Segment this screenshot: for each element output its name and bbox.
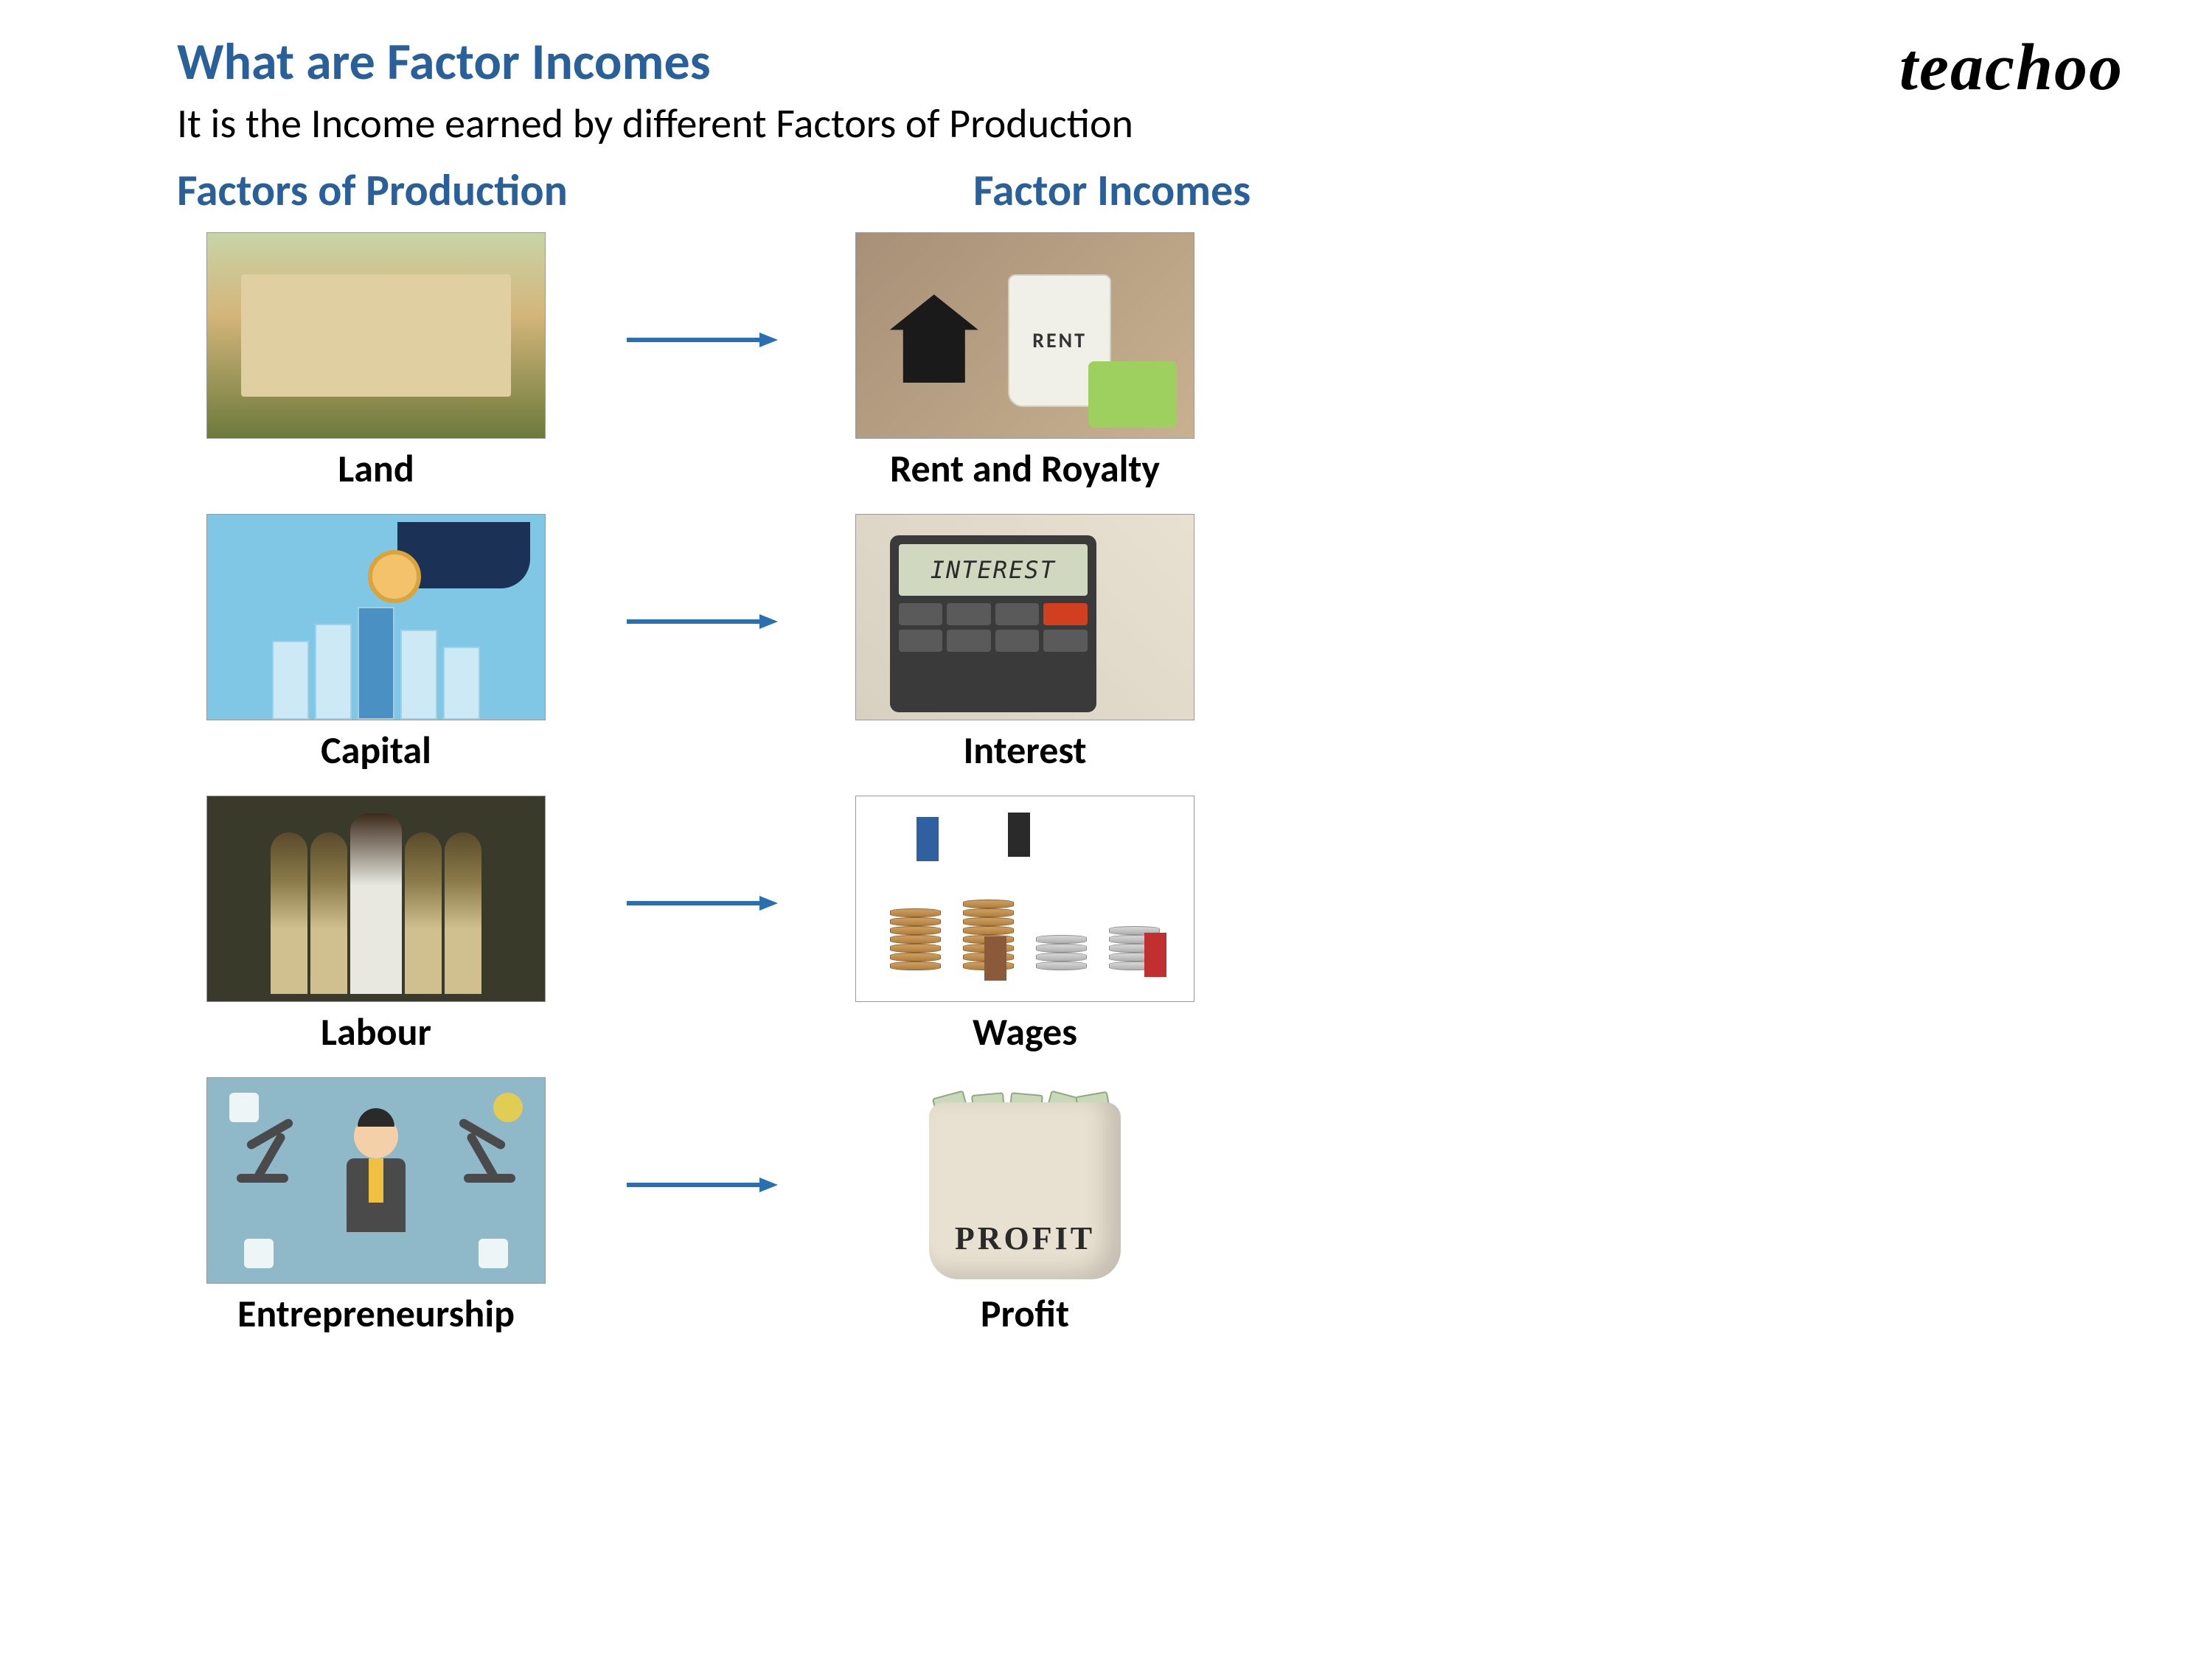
land-image [206, 232, 546, 439]
capital-image [206, 514, 546, 720]
interest-image: INTEREST [855, 514, 1194, 720]
page-title: What are Factor Incomes [177, 29, 2035, 93]
arrow-icon [605, 607, 796, 681]
income-cell-rent: Rent and Royalty [826, 232, 1224, 492]
factor-cell-entrepreneurship: Entrepreneurship [177, 1077, 575, 1337]
label-labour: Labour [321, 1008, 431, 1055]
factor-cell-labour: Labour [177, 796, 575, 1055]
label-land: Land [338, 445, 414, 492]
factor-cell-land: Land [177, 232, 575, 492]
entrepreneurship-image [206, 1077, 546, 1284]
row-land: Land Rent and Royalty [177, 232, 2035, 492]
income-cell-profit: Profit [826, 1077, 1224, 1337]
arrow-icon [605, 888, 796, 962]
labour-image [206, 796, 546, 1002]
label-entrepreneurship: Entrepreneurship [237, 1290, 515, 1337]
income-cell-interest: INTEREST Interest [826, 514, 1224, 773]
arrow-icon [605, 1170, 796, 1244]
label-capital: Capital [321, 726, 431, 773]
profit-image [855, 1077, 1194, 1284]
label-wages: Wages [973, 1008, 1077, 1055]
factor-cell-capital: Capital [177, 514, 575, 773]
row-labour: Labour Wages [177, 796, 2035, 1055]
label-interest: Interest [963, 726, 1086, 773]
row-entrepreneurship: Entrepreneurship Profit [177, 1077, 2035, 1337]
wages-image [855, 796, 1194, 1002]
label-rent: Rent and Royalty [890, 445, 1160, 492]
label-profit: Profit [981, 1290, 1069, 1337]
page-subtitle: It is the Income earned by different Fac… [177, 99, 2035, 149]
rent-image [855, 232, 1194, 439]
arrow-icon [605, 325, 796, 399]
header-factors: Factors of Production [177, 164, 634, 218]
header-incomes: Factor Incomes [973, 164, 1430, 218]
income-cell-wages: Wages [826, 796, 1224, 1055]
brand-logo: teachoo [1899, 29, 2124, 105]
mapping-rows: Land Rent and Royalty Capital [177, 232, 2035, 1337]
calculator-display: INTEREST [899, 544, 1088, 596]
row-capital: Capital INTEREST Interest [177, 514, 2035, 773]
column-headers: Factors of Production Factor Incomes [177, 164, 2035, 218]
